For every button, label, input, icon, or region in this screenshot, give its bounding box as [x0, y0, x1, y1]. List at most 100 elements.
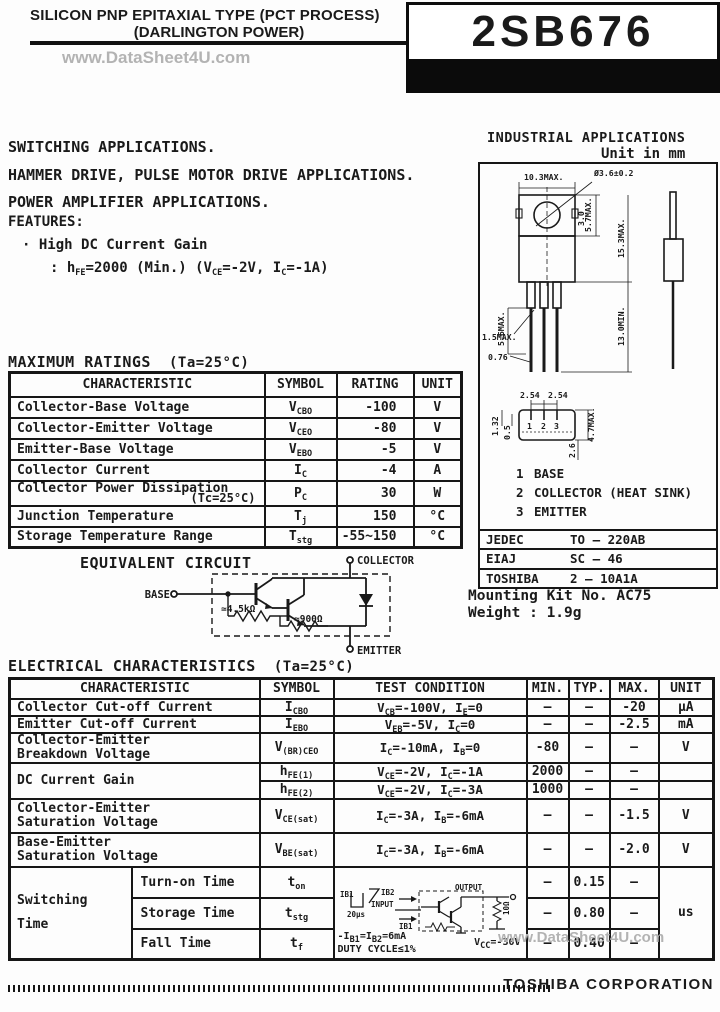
dim-tab-height: 5.7MAX.: [583, 197, 593, 232]
resistor1-label: ≃4.5kΩ: [221, 604, 256, 615]
cell-symbol: ICBO: [258, 697, 335, 717]
col-max: MAX.: [608, 677, 660, 700]
cell-condition: IC=-10mA, IB=0: [332, 731, 528, 764]
cell-symbol: Tstg: [263, 525, 338, 549]
pin-no: 1: [516, 466, 524, 481]
cell-unit: A: [412, 458, 463, 482]
input-label: INPUT: [371, 900, 394, 909]
cell-characteristic: Collector-Emitter Voltage: [8, 416, 266, 440]
cell-condition: VCE=-2V, IC=-3A: [332, 779, 528, 800]
standard-code: SC — 46: [570, 551, 623, 567]
standard-row-eiaj: EIAJ SC — 46: [480, 548, 716, 568]
col-unit: UNIT: [657, 677, 715, 700]
doc-title-line2: (DARLINGTON POWER): [133, 24, 305, 41]
pin-number-3: 3: [554, 421, 559, 431]
cell-symbol: IC: [263, 458, 338, 482]
dim-body-height: 15.3MAX.: [616, 219, 626, 258]
cell-condition: VEB=-5V, IC=0: [332, 714, 528, 734]
standard-org: EIAJ: [486, 551, 517, 567]
table-row: Base-Emitter Saturation Voltage VBE(sat)…: [8, 831, 715, 868]
pin-label: COLLECTOR (HEAT SINK): [534, 485, 693, 500]
ib1-arrow-label: IB1: [399, 922, 413, 931]
cell-unit: V: [657, 797, 715, 834]
cell-switching-unit: us: [657, 865, 715, 961]
table-row: Storage Time tstg – 0.80 –: [10, 896, 714, 930]
title-rule: [30, 41, 407, 45]
cell-min: –: [525, 927, 570, 961]
characteristic-line1: Collector-Emitter: [17, 732, 151, 748]
dim-pitch-right: 2.54: [548, 390, 568, 400]
equivalent-circuit-heading: EQUIVALENT CIRCUIT: [80, 554, 252, 572]
package-heading: INDUSTRIAL APPLICATIONS: [487, 130, 686, 146]
cell-switching-name: Storage Time: [130, 896, 261, 930]
dim-depth: 2.6: [567, 443, 577, 458]
table-row: Collector-Emitter Breakdown Voltage V(BR…: [8, 731, 715, 764]
standard-code: TO — 220AB: [570, 531, 646, 547]
cell-unit: μA: [657, 697, 715, 717]
table-row: Collector-Emitter Saturation Voltage VCE…: [8, 797, 715, 834]
standard-row-toshiba: TOSHIBA 2 — 10A1A: [480, 567, 716, 588]
cell-min: –: [525, 865, 570, 899]
col-typ: TYP.: [567, 677, 611, 700]
cell-typ: –: [567, 779, 611, 800]
cell-typ: 0.80: [567, 896, 611, 930]
cell-symbol: VCEO: [263, 416, 338, 440]
cell-unit: V: [412, 437, 463, 461]
package-outline-drawing: 10.3MAX. Ø3.6±0.2 3.0 5.7MAX. 15.3MAX. 1…: [482, 168, 684, 460]
company-name: TOSHIBA CORPORATION: [503, 976, 714, 993]
table-row: Collector Current IC -4 A: [8, 458, 463, 482]
cell-unit: °C: [412, 525, 463, 549]
cell-symbol: tstg: [258, 896, 335, 930]
cell-characteristic: Junction Temperature: [8, 504, 266, 528]
cell-symbol: VBE(sat): [258, 831, 335, 868]
table-row: Junction Temperature Tj 150 °C: [8, 504, 463, 528]
electrical-table: CHARACTERISTIC SYMBOL TEST CONDITION MIN…: [8, 677, 716, 961]
pin-assignment: 1 BASE: [516, 464, 692, 483]
cell-max: -1.5: [608, 797, 660, 834]
cell-min: –: [525, 697, 570, 717]
load-resistor-label: 10Ω: [502, 901, 511, 915]
characteristic-note: (Tc=25°C): [190, 490, 256, 505]
cell-symbol: VCE(sat): [258, 797, 335, 834]
cell-max: –: [608, 896, 660, 930]
cell-typ: –: [567, 797, 611, 834]
table-header-row: CHARACTERISTIC SYMBOL RATING UNIT: [8, 371, 463, 398]
doc-title-line1: SILICON PNP EPITAXIAL TYPE (PCT PROCESS): [30, 7, 380, 24]
cell-switching-group: Switching Time: [8, 865, 133, 961]
cell-symbol: Tj: [263, 504, 338, 528]
col-unit: UNIT: [412, 371, 463, 398]
output-label: OUTPUT: [455, 883, 483, 892]
electrical-condition: (Ta=25°C): [273, 659, 355, 675]
ib2-wave-label: IB2: [381, 888, 395, 897]
pin-number-2: 2: [541, 421, 546, 431]
cell-characteristic: Storage Temperature Range: [8, 525, 266, 549]
collector-terminal-label: COLLECTOR: [357, 555, 415, 567]
electrical-title: ELECTRICAL CHARACTERISTICS: [8, 657, 256, 675]
resistor2-label: ≃900Ω: [294, 614, 323, 625]
pin-number-1: 1: [527, 421, 532, 431]
cell-unit: °C: [412, 504, 463, 528]
doc-title: SILICON PNP EPITAXIAL TYPE (PCT PROCESS)…: [30, 7, 408, 41]
dim-shoulder-width: 1.5MAX.: [482, 332, 517, 342]
cell-typ: –: [567, 831, 611, 868]
part-number: 2SB676: [471, 7, 655, 56]
cell-rating: -4: [335, 458, 415, 482]
features-heading: FEATURES:: [8, 214, 84, 230]
standard-row-jedec: JEDEC TO — 220AB: [480, 528, 716, 549]
table-row: Storage Temperature Range Tstg -55~150 °…: [8, 525, 463, 549]
standard-code: 2 — 10A1A: [570, 570, 638, 586]
cell-max: –: [608, 731, 660, 764]
table-row: Emitter-Base Voltage VEBO -5 V: [8, 437, 463, 461]
cell-characteristic: Collector-Base Voltage: [8, 395, 266, 419]
cell-rating: -5: [335, 437, 415, 461]
package-drawing-box: 10.3MAX. Ø3.6±0.2 3.0 5.7MAX. 15.3MAX. 1…: [478, 162, 718, 589]
pin-label: BASE: [534, 466, 565, 481]
pulse-width-label: 20μs: [347, 910, 365, 919]
cell-switching-circuit: IB1 20μs IB2 INPUT IB1 OUTPUT 10Ω -IB1=I…: [332, 865, 528, 961]
dim-pitch-left: 2.54: [520, 390, 540, 400]
package-unit-note: Unit in mm: [601, 146, 686, 162]
cell-symbol: IEBO: [258, 714, 335, 734]
weight-note: Weight : 1.9g: [468, 605, 582, 621]
cell-switching-name: Fall Time: [130, 927, 261, 961]
dim-lead-width: 0.76: [488, 352, 508, 362]
